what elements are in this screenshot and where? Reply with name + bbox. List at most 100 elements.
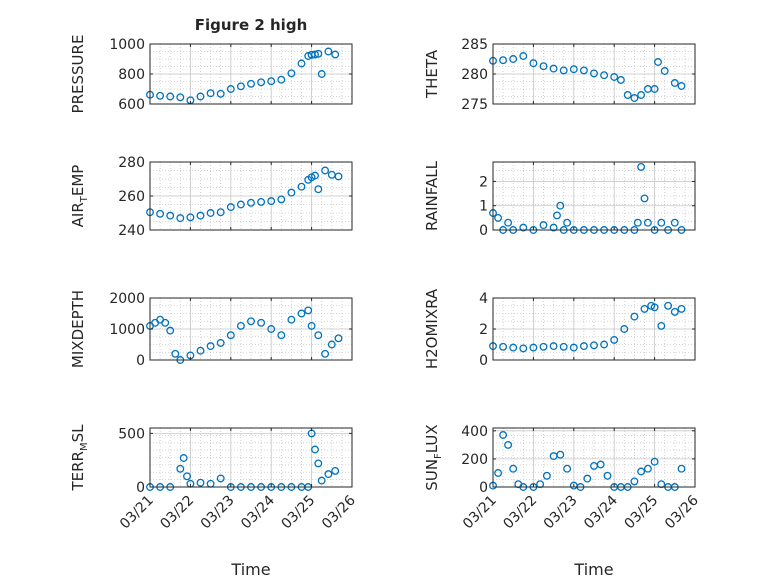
y-axis-label: THETA — [423, 49, 441, 99]
y-tick-label: 600 — [118, 97, 145, 113]
data-point — [186, 213, 195, 222]
y-tick-label: 1000 — [109, 37, 145, 53]
data-point — [553, 211, 561, 220]
data-point — [206, 209, 215, 217]
y-tick-label: 800 — [118, 67, 145, 83]
data-point — [287, 315, 296, 324]
data-point — [226, 85, 235, 93]
y-tick-label: 1 — [479, 199, 488, 215]
data-point — [643, 218, 652, 227]
y-tick-label: 0 — [136, 353, 145, 369]
data-point — [596, 460, 605, 469]
data-point — [610, 73, 619, 81]
data-point — [311, 171, 319, 180]
data-point — [206, 342, 215, 351]
data-point — [324, 470, 333, 479]
data-point — [327, 340, 336, 349]
data-point — [539, 221, 548, 230]
y-tick-label: 280 — [118, 155, 145, 171]
subplot-air-temp: 240 260 280 AIRTEMP — [69, 155, 353, 239]
data-point — [664, 301, 673, 310]
data-point — [677, 82, 686, 90]
y-axis-label-part: LUX — [423, 424, 441, 453]
data-point — [196, 211, 205, 220]
data-point — [536, 480, 545, 489]
data-point — [317, 476, 326, 485]
data-point — [216, 89, 225, 98]
data-point — [670, 307, 679, 316]
data-point — [654, 58, 662, 66]
y-axis-label-subscript: F — [433, 453, 444, 459]
data-point — [670, 218, 679, 227]
data-point — [176, 214, 185, 223]
y-axis-label-part: TERR — [69, 451, 87, 492]
data-point — [267, 325, 276, 333]
y-tick-label: 2000 — [109, 291, 145, 307]
x-tick-label: 03/23 — [198, 493, 238, 533]
data-point — [287, 188, 296, 197]
x-axis-label-left: Time — [230, 560, 270, 579]
data-point — [509, 343, 518, 352]
data-point — [549, 342, 558, 351]
x-tick-label: 03/26 — [319, 492, 359, 532]
data-point — [297, 309, 306, 318]
data-point — [314, 49, 323, 58]
data-point — [166, 92, 175, 101]
data-point — [277, 75, 286, 84]
data-point — [549, 223, 558, 232]
data-point — [317, 70, 326, 78]
data-point — [321, 349, 330, 358]
data-point — [569, 65, 578, 74]
figure-title: Figure 2 high — [195, 16, 308, 34]
y-axis-label: TERRMSL — [69, 424, 90, 492]
y-axis-label-part: EMP — [69, 165, 87, 196]
x-tick-label: 03/26 — [662, 492, 702, 532]
data-point — [257, 318, 266, 327]
data-point — [620, 325, 629, 333]
data-point — [277, 331, 286, 340]
data-point — [640, 194, 649, 203]
data-point — [637, 467, 646, 476]
y-axis-label: MIXDEPTH — [69, 290, 87, 368]
data-point — [257, 78, 266, 87]
x-tick-label: 03/22 — [500, 493, 540, 533]
data-point — [216, 208, 225, 217]
data-point — [556, 450, 565, 459]
data-point — [504, 440, 513, 449]
y-axis-label: RAINFALL — [423, 160, 441, 231]
y-tick-label: 260 — [118, 189, 145, 205]
subplot-sun-flux: 0 200 400 03/21 03/22 03/23 03/24 03/25 03/26 SUN… — [423, 424, 702, 533]
y-tick-label: 4 — [479, 291, 488, 307]
x-tick-label: 03/25 — [622, 493, 662, 533]
data-point — [236, 200, 245, 209]
data-point — [499, 56, 508, 65]
data-point — [569, 343, 578, 352]
y-tick-label: 240 — [118, 223, 145, 239]
data-point — [247, 79, 255, 88]
data-point — [277, 195, 286, 204]
data-point — [657, 218, 666, 227]
subplot-rainfall: 0 1 2 RAINFALL — [423, 160, 696, 239]
data-point — [331, 466, 340, 475]
data-point — [216, 474, 225, 483]
data-point — [267, 77, 276, 86]
axes-box — [149, 427, 353, 488]
data-point — [590, 69, 598, 78]
data-point — [559, 66, 568, 75]
data-point — [166, 326, 175, 335]
y-tick-label: 200 — [461, 452, 488, 468]
y-tick-label: 2 — [479, 322, 488, 338]
x-tick-label: 03/22 — [157, 493, 197, 533]
data-point — [226, 203, 235, 212]
data-point — [579, 342, 588, 351]
y-tick-label: 280 — [461, 67, 488, 83]
data-point — [519, 223, 528, 232]
data-point — [542, 471, 551, 480]
y-tick-label: 2 — [479, 174, 488, 190]
data-point — [236, 321, 245, 330]
data-point — [677, 304, 686, 313]
subplot-theta: 275 280 285 THETA — [423, 37, 696, 113]
data-point — [171, 349, 180, 358]
